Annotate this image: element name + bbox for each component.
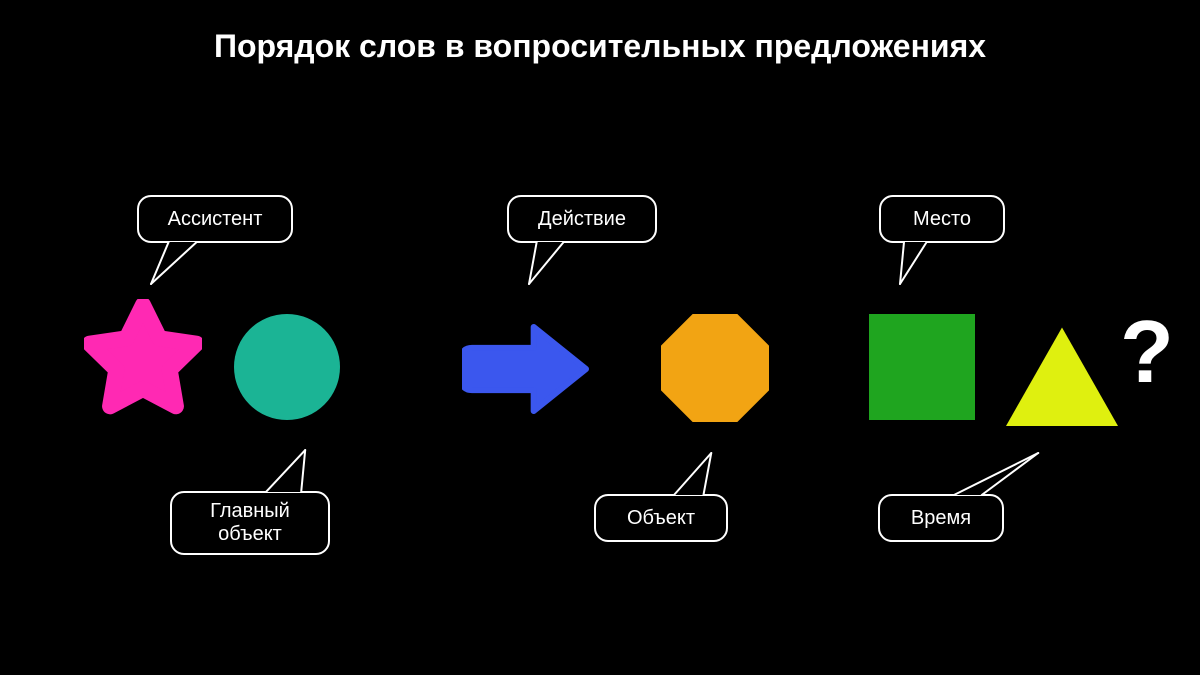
bubble-assistant: Ассистент [137, 195, 293, 243]
star-shape [84, 299, 202, 417]
pointer-main-object [264, 448, 307, 494]
circle-shape [234, 314, 340, 420]
pointer-object [672, 451, 713, 497]
square-shape [869, 314, 975, 420]
bubble-main-object: Главный объект [170, 491, 330, 555]
pointer-action [527, 240, 566, 286]
bubble-place: Место [879, 195, 1005, 243]
triangle-shape [1006, 314, 1118, 426]
bubble-object-label: Объект [627, 507, 695, 530]
bubble-object: Объект [594, 494, 728, 542]
bubble-assistant-label: Ассистент [168, 208, 263, 231]
bubble-place-label: Место [913, 208, 971, 231]
bubble-time: Время [878, 494, 1004, 542]
octagon-shape [661, 314, 769, 422]
pointer-assistant [149, 240, 199, 286]
bubble-main-object-label: Главный объект [180, 500, 320, 546]
bubble-action-label: Действие [538, 208, 626, 231]
question-mark: ? [1120, 301, 1174, 403]
pointer-place [898, 240, 929, 286]
bubble-time-label: Время [911, 507, 971, 530]
diagram-stage: Порядок слов в вопросительных предложени… [0, 0, 1200, 675]
pointer-time [952, 451, 1040, 497]
bubble-action: Действие [507, 195, 657, 243]
page-title: Порядок слов в вопросительных предложени… [0, 28, 1200, 65]
arrow-shape [462, 323, 590, 415]
